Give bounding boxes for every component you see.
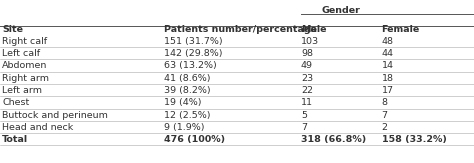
- Text: 158 (33.2%): 158 (33.2%): [382, 135, 447, 144]
- Text: Patients number/percentage: Patients number/percentage: [164, 25, 317, 34]
- Text: Right arm: Right arm: [2, 74, 49, 83]
- Text: Buttock and perineum: Buttock and perineum: [2, 111, 108, 119]
- Text: 14: 14: [382, 61, 393, 70]
- Text: Head and neck: Head and neck: [2, 123, 73, 132]
- Text: 23: 23: [301, 74, 313, 83]
- Text: 7: 7: [382, 111, 388, 119]
- Text: 44: 44: [382, 49, 393, 58]
- Text: Male: Male: [301, 25, 327, 34]
- Text: 318 (66.8%): 318 (66.8%): [301, 135, 366, 144]
- Text: 39 (8.2%): 39 (8.2%): [164, 86, 210, 95]
- Text: Site: Site: [2, 25, 23, 34]
- Text: Chest: Chest: [2, 98, 29, 107]
- Text: 98: 98: [301, 49, 313, 58]
- Text: 151 (31.7%): 151 (31.7%): [164, 37, 222, 46]
- Text: 142 (29.8%): 142 (29.8%): [164, 49, 222, 58]
- Text: 12 (2.5%): 12 (2.5%): [164, 111, 210, 119]
- Text: 9 (1.9%): 9 (1.9%): [164, 123, 204, 132]
- Text: Left arm: Left arm: [2, 86, 42, 95]
- Text: 103: 103: [301, 37, 319, 46]
- Text: 22: 22: [301, 86, 313, 95]
- Text: 476 (100%): 476 (100%): [164, 135, 225, 144]
- Text: 17: 17: [382, 86, 393, 95]
- Text: 49: 49: [301, 61, 313, 70]
- Text: 8: 8: [382, 98, 388, 107]
- Text: 18: 18: [382, 74, 393, 83]
- Text: 2: 2: [382, 123, 388, 132]
- Text: Abdomen: Abdomen: [2, 61, 48, 70]
- Text: 5: 5: [301, 111, 307, 119]
- Text: 7: 7: [301, 123, 307, 132]
- Text: 48: 48: [382, 37, 393, 46]
- Text: Gender: Gender: [322, 6, 361, 15]
- Text: Left calf: Left calf: [2, 49, 40, 58]
- Text: 41 (8.6%): 41 (8.6%): [164, 74, 210, 83]
- Text: 11: 11: [301, 98, 313, 107]
- Text: 63 (13.2%): 63 (13.2%): [164, 61, 216, 70]
- Text: 19 (4%): 19 (4%): [164, 98, 201, 107]
- Text: Right calf: Right calf: [2, 37, 47, 46]
- Text: Total: Total: [2, 135, 28, 144]
- Text: Female: Female: [382, 25, 420, 34]
